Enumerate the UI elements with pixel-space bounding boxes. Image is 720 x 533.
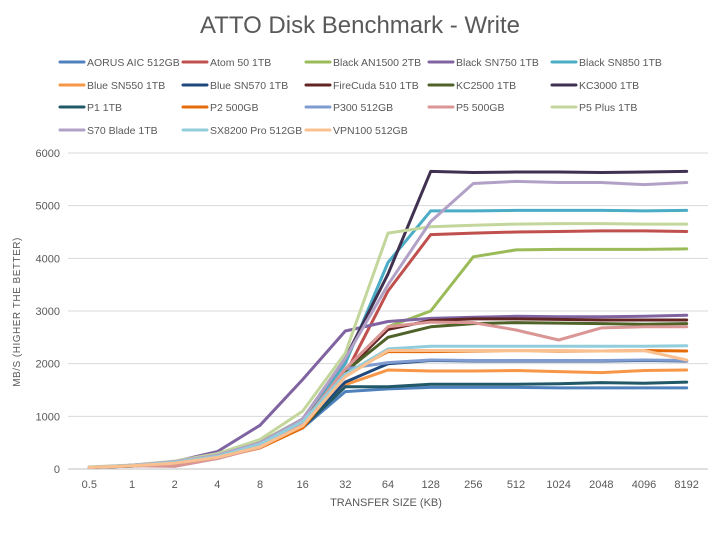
- legend-label-black-sn750-1tb: Black SN750 1TB: [456, 57, 539, 69]
- y-tick-label: 1000: [36, 411, 60, 423]
- y-tick-label: 4000: [36, 253, 60, 265]
- x-tick-label: 2048: [589, 479, 613, 491]
- x-tick-label: 512: [507, 479, 525, 491]
- x-tick-label: 4096: [632, 479, 656, 491]
- x-tick-label: 1024: [546, 479, 570, 491]
- y-tick-label: 2000: [36, 359, 60, 371]
- legend-label-p2-500gb: P2 500GB: [210, 102, 258, 114]
- x-tick-label: 128: [421, 479, 439, 491]
- legend-label-aorus-aic-512gb: AORUS AIC 512GB: [87, 57, 180, 69]
- legend-label-firecuda-510-1tb: FireCuda 510 1TB: [333, 80, 419, 92]
- x-axis-title: TRANSFER SIZE (KB): [330, 497, 442, 509]
- x-tick-label: 64: [382, 479, 394, 491]
- y-tick-label: 6000: [36, 148, 60, 160]
- x-tick-label: 1: [129, 479, 135, 491]
- series-line-p5-500gb: [87, 320, 689, 469]
- y-axis-ticks: 0 1000 2000 3000 4000 5000 6000: [36, 148, 60, 476]
- series-lines: [87, 169, 689, 469]
- legend-label-kc3000-1tb: KC3000 1TB: [579, 80, 639, 92]
- x-axis-ticks: 0.5 1 2 4 8 16 32 64 128 256 512 1024 2048 4096 8192: [82, 479, 699, 491]
- y-axis-title: MB/S (HIGHER THE BETTER): [12, 237, 23, 387]
- x-tick-label: 2: [172, 479, 178, 491]
- legend-label-p5-500gb: P5 500GB: [456, 102, 504, 114]
- y-tick-label: 5000: [36, 201, 60, 213]
- y-tick-label: 3000: [36, 306, 60, 318]
- series-line-vpn100-512gb: [87, 349, 689, 469]
- chart-title: ATTO Disk Benchmark - Write: [200, 12, 520, 39]
- legend-label-black-an1500-2tb: Black AN1500 2TB: [333, 57, 421, 69]
- legend-label-s70-blade-1tb: S70 Blade 1TB: [87, 125, 158, 137]
- legend-label-p300-512gb: P300 512GB: [333, 102, 393, 114]
- legend-label-kc2500-1tb: KC2500 1TB: [456, 80, 516, 92]
- legend-label-blue-sn570-1tb: Blue SN570 1TB: [210, 80, 288, 92]
- legend-label-p1-1tb: P1 1TB: [87, 102, 122, 114]
- legend-label-black-sn850-1tb: Black SN850 1TB: [579, 57, 662, 69]
- legend-label-blue-sn550-1tb: Blue SN550 1TB: [87, 80, 165, 92]
- legend-label-sx8200-pro-512gb: SX8200 Pro 512GB: [210, 125, 302, 137]
- x-tick-label: 8: [257, 479, 263, 491]
- x-tick-label: 16: [297, 479, 309, 491]
- x-tick-label: 256: [464, 479, 482, 491]
- y-tick-label: 0: [54, 464, 60, 476]
- x-tick-label: 0.5: [82, 479, 97, 491]
- x-tick-label: 4: [214, 479, 220, 491]
- legend-label-atom-50-1tb: Atom 50 1TB: [210, 57, 271, 69]
- legend-label-vpn100-512gb: VPN100 512GB: [333, 125, 408, 137]
- legend: AORUS AIC 512GB Atom 50 1TB Black AN1500 2…: [58, 57, 662, 137]
- x-tick-label: 32: [339, 479, 351, 491]
- legend-label-p5-plus-1tb: P5 Plus 1TB: [579, 102, 637, 114]
- x-tick-label: 8192: [674, 479, 698, 491]
